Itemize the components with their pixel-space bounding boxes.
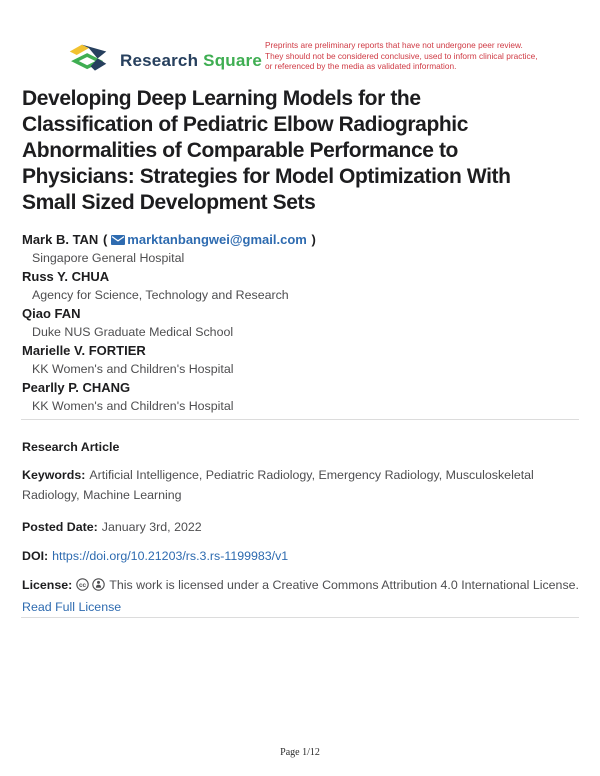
posted-date-label: Posted Date: bbox=[22, 520, 98, 534]
cc-license-icons: cc bbox=[76, 578, 106, 591]
footer-divider bbox=[21, 617, 579, 618]
author-affiliation: Agency for Science, Technology and Resea… bbox=[32, 288, 289, 302]
author-affiliation: KK Women's and Children's Hospital bbox=[32, 399, 234, 413]
author-entry: Pearlly P. CHANG KK Women's and Children… bbox=[22, 379, 578, 415]
doi-label: DOI: bbox=[22, 549, 49, 563]
page-indicator: Page 1/12 bbox=[280, 747, 320, 758]
paper-title-line: Physicians: Strategies for Model Optimiz… bbox=[22, 165, 511, 188]
brand-wordmark: Research Square bbox=[120, 51, 262, 71]
license-text: This work is licensed under a Creative C… bbox=[109, 578, 579, 592]
author-email: ( marktanbangwei@gmail.com ) bbox=[102, 232, 317, 247]
paren-open: ( bbox=[102, 232, 108, 247]
license-label: License: bbox=[22, 578, 73, 592]
paper-title-line: Small Sized Development Sets bbox=[22, 191, 316, 214]
author-entry: Russ Y. CHUA Agency for Science, Technol… bbox=[22, 268, 578, 304]
author-name: Qiao FAN bbox=[22, 306, 81, 321]
research-square-logo: Research Square bbox=[68, 41, 262, 81]
author-name: Pearlly P. CHANG bbox=[22, 380, 131, 395]
author-email-link[interactable]: marktanbangwei@gmail.com bbox=[127, 232, 307, 247]
author-entry: Marielle V. FORTIER KK Women's and Child… bbox=[22, 342, 578, 378]
disclaimer-line-2: They should not be considered conclusive… bbox=[265, 50, 538, 61]
keywords-value: Artificial Intelligence, Pediatric Radio… bbox=[22, 468, 534, 502]
cc-by-person-icon bbox=[92, 578, 106, 591]
read-full-license-link[interactable]: Read Full License bbox=[22, 600, 122, 614]
author-name-text: Mark B. TAN bbox=[22, 232, 99, 247]
keywords-label: Keywords: bbox=[22, 468, 86, 482]
author-entry: Qiao FAN Duke NUS Graduate Medical Schoo… bbox=[22, 305, 578, 341]
doi-link[interactable]: https://doi.org/10.21203/rs.3.rs-1199983… bbox=[52, 549, 289, 563]
article-type-label: Research Article bbox=[22, 440, 120, 454]
author-entry: Mark B. TAN (marktanbangwei@gmail.com ) … bbox=[22, 231, 578, 267]
envelope-icon[interactable] bbox=[111, 235, 126, 245]
paper-title-line: Classification of Pediatric Elbow Radiog… bbox=[22, 113, 469, 136]
paren-close: ) bbox=[311, 232, 316, 247]
disclaimer-line-3: or referenced by the media as validated … bbox=[265, 61, 457, 72]
svg-text:cc: cc bbox=[79, 582, 87, 589]
author-name: Russ Y. CHUA bbox=[22, 269, 110, 284]
paper-title-line: Abnormalities of Comparable Performance … bbox=[22, 139, 458, 162]
author-name: Mark B. TAN ( marktanbangwei@gmail.com ) bbox=[22, 231, 578, 249]
brand-research-text: Research bbox=[120, 51, 199, 70]
paper-title: Developing Deep Learning Models for the … bbox=[22, 86, 592, 216]
posted-date-value: January 3rd, 2022 bbox=[101, 520, 202, 534]
brand-square-text: Square bbox=[203, 51, 262, 70]
disclaimer-line-1: Preprints are preliminary reports that h… bbox=[265, 40, 523, 50]
research-square-logo-icon bbox=[68, 41, 108, 81]
doi-row: DOI: https://doi.org/10.21203/rs.3.rs-119… bbox=[22, 546, 579, 566]
cc-icon: cc bbox=[76, 578, 90, 591]
author-affiliation: Singapore General Hospital bbox=[32, 251, 185, 265]
paper-title-line: Developing Deep Learning Models for the bbox=[22, 87, 421, 110]
license-row: License: cc This work is licensed under a … bbox=[22, 575, 579, 617]
authors-list: Mark B. TAN (marktanbangwei@gmail.com ) … bbox=[22, 231, 578, 416]
author-affiliation: Duke NUS Graduate Medical School bbox=[32, 325, 234, 339]
preprint-disclaimer: Preprints are preliminary reports that h… bbox=[265, 40, 555, 72]
keywords-row: Keywords: Artificial Intelligence, Pediat… bbox=[22, 465, 579, 505]
author-name: Marielle V. FORTIER bbox=[22, 343, 146, 358]
section-divider bbox=[21, 419, 579, 420]
posted-date-row: Posted Date: January 3rd, 2022 bbox=[22, 517, 579, 537]
author-affiliation: KK Women's and Children's Hospital bbox=[32, 362, 234, 376]
